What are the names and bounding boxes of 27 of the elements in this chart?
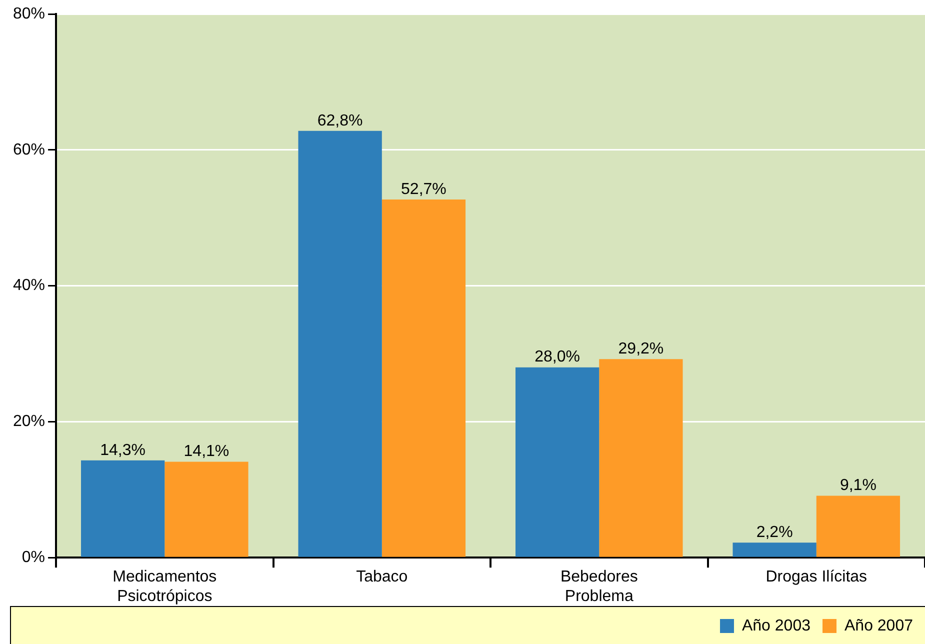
x-tick-label: Medicamentos Psicotrópicos (112, 568, 217, 605)
x-tick-label: Bebedores Problema (560, 568, 638, 605)
data-label: 52,7% (401, 180, 446, 198)
y-tick-label: 20% (12, 413, 46, 430)
bar (298, 130, 382, 557)
data-label: 62,8% (317, 112, 363, 130)
bar (164, 462, 248, 557)
data-label: 29,2% (618, 340, 664, 358)
bar (732, 542, 816, 557)
y-tick-label: 80% (12, 5, 46, 22)
y-tick-label: 60% (12, 141, 46, 158)
x-tick-label: Tabaco (356, 568, 408, 586)
bar (816, 496, 900, 557)
data-label: 14,3% (100, 442, 146, 459)
y-tick-label: 40% (12, 277, 46, 294)
legend-label: Año 2007 (844, 617, 914, 634)
bar (81, 460, 165, 557)
bar (382, 200, 466, 557)
legend-label: Año 2003 (742, 617, 811, 634)
bar (599, 359, 683, 557)
bar (515, 367, 600, 557)
data-label: 14,1% (184, 443, 230, 460)
x-tick-label: Drogas Ilícitas (766, 568, 868, 586)
data-label: 9,1% (840, 477, 876, 494)
data-label: 2,2% (756, 524, 793, 542)
data-label: 28,0% (534, 348, 580, 366)
y-tick-label: 0% (22, 549, 46, 566)
